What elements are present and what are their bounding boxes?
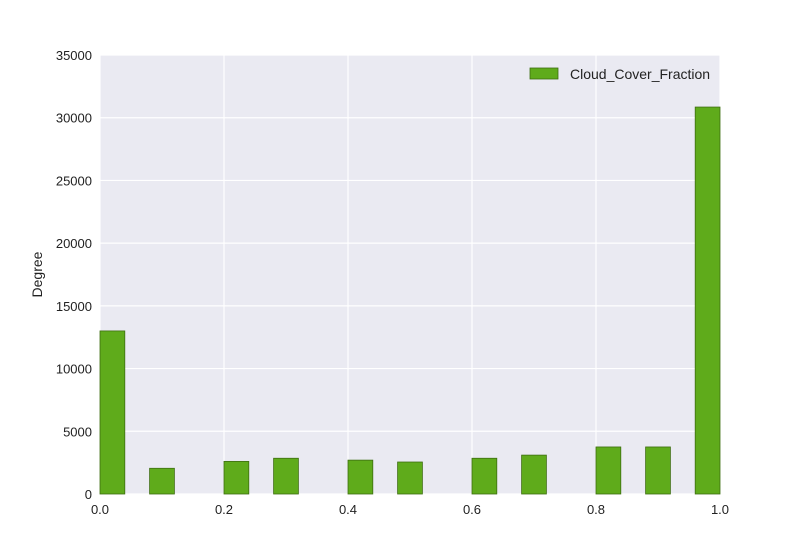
x-tick-label: 0.4 <box>339 502 357 517</box>
y-tick-label: 20000 <box>56 236 92 251</box>
y-tick-label: 25000 <box>56 173 92 188</box>
x-tick-label: 1.0 <box>711 502 729 517</box>
histogram-bar <box>149 467 175 495</box>
plot-area <box>100 55 720 494</box>
x-tick-label: 0.6 <box>463 502 481 517</box>
y-axis-label: Degree <box>29 251 45 297</box>
y-tick-label: 10000 <box>56 362 92 377</box>
histogram-bar <box>471 457 498 495</box>
histogram-bar <box>99 330 126 495</box>
histogram-bar <box>273 457 299 495</box>
x-tick-label: 0.0 <box>91 502 109 517</box>
histogram-bar <box>347 459 374 495</box>
histogram-bar <box>521 454 547 495</box>
y-tick-label: 30000 <box>56 111 92 126</box>
y-tick-label: 15000 <box>56 299 92 314</box>
bars <box>99 106 721 495</box>
y-tick-label: 0 <box>85 487 92 502</box>
y-tick-label: 35000 <box>56 48 92 63</box>
x-tick-label: 0.8 <box>587 502 605 517</box>
legend-swatch <box>529 67 559 80</box>
histogram-bar <box>645 446 671 495</box>
legend: Cloud_Cover_Fraction <box>529 66 710 82</box>
x-tick-label: 0.2 <box>215 502 233 517</box>
x-tick-labels: 0.0 0.2 0.4 0.6 0.8 1.0 <box>91 502 729 517</box>
y-tick-labels: 0 5000 10000 15000 20000 25000 30000 35000 <box>56 48 92 502</box>
histogram-bar <box>694 106 721 495</box>
legend-label: Cloud_Cover_Fraction <box>570 66 710 82</box>
histogram-bar <box>397 461 423 495</box>
histogram-bar <box>595 446 622 495</box>
y-tick-label: 5000 <box>63 424 92 439</box>
histogram-bar <box>223 460 250 495</box>
